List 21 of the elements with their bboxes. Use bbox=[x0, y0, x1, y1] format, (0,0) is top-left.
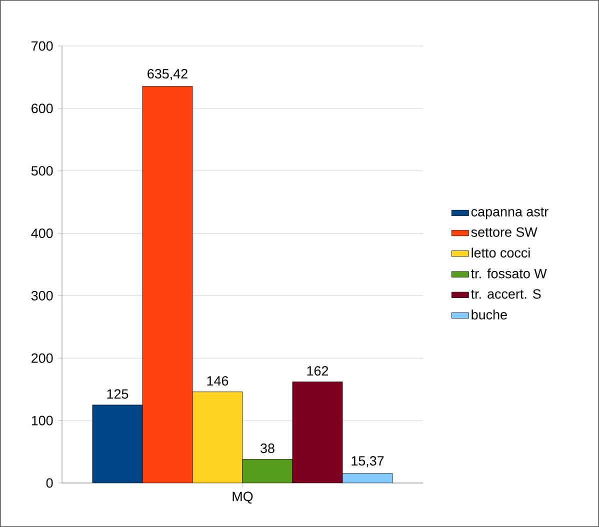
y-tick-label: 600 bbox=[32, 104, 53, 114]
legend-label: capanna astr bbox=[471, 208, 548, 220]
legend-label: tr. accert. S bbox=[471, 289, 541, 299]
data-label: 635,42 bbox=[148, 69, 188, 80]
data-label: 15,37 bbox=[352, 456, 384, 468]
y-tick-label: 0 bbox=[46, 478, 53, 488]
y-tick-label: 500 bbox=[31, 166, 53, 176]
legend-label: buche bbox=[472, 310, 507, 320]
legend-label: letto cocci bbox=[472, 248, 530, 258]
x-tick-label: MQ bbox=[232, 492, 253, 504]
data-label: 38 bbox=[260, 444, 274, 454]
data-label: 162 bbox=[307, 366, 328, 376]
y-tick-label: 300 bbox=[31, 290, 53, 300]
data-label: 125 bbox=[107, 389, 128, 399]
y-tick-label: 200 bbox=[32, 353, 53, 363]
y-tick-label: 700 bbox=[32, 41, 53, 51]
y-tick-label: 100 bbox=[32, 416, 53, 426]
legend-label: settore SW bbox=[471, 227, 538, 237]
data-label: 146 bbox=[207, 376, 228, 386]
legend-label: tr. fossato W bbox=[471, 268, 547, 278]
y-tick-label: 400 bbox=[31, 228, 53, 238]
